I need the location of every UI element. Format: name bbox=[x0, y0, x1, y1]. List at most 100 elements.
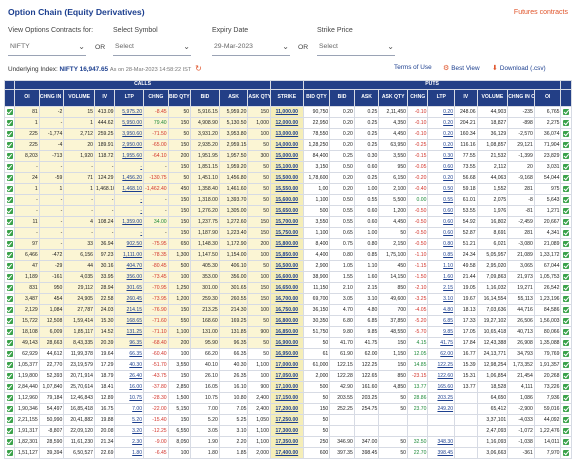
puts-ltp-cell[interactable]: 0.80 bbox=[427, 238, 456, 250]
puts-ltp-cell[interactable]: 0.50 bbox=[427, 183, 456, 195]
calls-ltp-cell[interactable]: 902.50 bbox=[114, 238, 145, 250]
calls-chart-button[interactable] bbox=[3, 128, 16, 140]
puts-chart-button[interactable] bbox=[560, 447, 572, 459]
puts-ltp-cell[interactable]: 0.60 bbox=[427, 227, 456, 239]
puts-chart-button[interactable] bbox=[560, 271, 572, 283]
puts-ltp-cell[interactable]: 41.75 bbox=[427, 337, 456, 349]
puts-chart-button[interactable] bbox=[560, 216, 572, 228]
calls-ltp-cell[interactable]: 1,359.00 bbox=[114, 216, 145, 228]
puts-chart-button[interactable] bbox=[560, 117, 572, 129]
strike-price-cell[interactable]: 17,150.00 bbox=[269, 392, 304, 404]
puts-chart-button[interactable] bbox=[560, 370, 572, 382]
calls-chart-button[interactable] bbox=[3, 403, 16, 415]
calls-chart-button[interactable] bbox=[3, 436, 16, 448]
calls-chart-button[interactable] bbox=[3, 249, 16, 261]
calls-chart-button[interactable] bbox=[3, 205, 16, 217]
puts-chart-button[interactable] bbox=[560, 315, 572, 327]
puts-ltp-cell[interactable]: 3.10 bbox=[427, 293, 456, 305]
strike-price-cell[interactable]: 16,850.00 bbox=[269, 326, 304, 338]
expiry-date-select[interactable]: 29-Mar-2023 ⌄ bbox=[212, 40, 290, 56]
puts-chart-button[interactable] bbox=[560, 293, 572, 305]
calls-chart-button[interactable] bbox=[3, 293, 16, 305]
calls-chart-button[interactable] bbox=[3, 194, 16, 206]
column-header[interactable]: OI bbox=[533, 89, 562, 107]
calls-ltp-cell[interactable]: 131.25 bbox=[114, 326, 145, 338]
puts-chart-button[interactable] bbox=[560, 326, 572, 338]
calls-chart-button[interactable] bbox=[3, 392, 16, 404]
terms-of-use-link[interactable]: Terms of Use bbox=[394, 64, 432, 71]
calls-ltp-cell[interactable]: - bbox=[114, 227, 145, 239]
puts-ltp-cell[interactable]: 4.80 bbox=[427, 304, 456, 316]
calls-chart-button[interactable] bbox=[3, 326, 16, 338]
calls-chart-button[interactable] bbox=[3, 337, 16, 349]
puts-ltp-cell[interactable]: 165.60 bbox=[427, 381, 456, 393]
calls-chart-button[interactable] bbox=[3, 359, 16, 371]
calls-ltp-cell[interactable]: - bbox=[114, 194, 145, 206]
strike-price-cell[interactable]: 17,400.00 bbox=[269, 447, 304, 459]
strike-price-cell[interactable]: 14,000.00 bbox=[269, 139, 304, 151]
calls-ltp-cell[interactable]: 168.65 bbox=[114, 315, 145, 327]
calls-ltp-cell[interactable]: 3,950.60 bbox=[114, 128, 145, 140]
puts-ltp-cell[interactable]: 6.85 bbox=[427, 315, 456, 327]
calls-chart-button[interactable] bbox=[3, 150, 16, 162]
puts-ltp-cell[interactable]: 0.20 bbox=[427, 117, 456, 129]
column-header[interactable]: IV bbox=[454, 89, 478, 107]
puts-ltp-cell[interactable]: 2.15 bbox=[427, 282, 456, 294]
strike-price-select[interactable]: Select ⌄ bbox=[317, 40, 395, 56]
calls-ltp-cell[interactable]: 1,111.00 bbox=[114, 249, 145, 261]
strike-price-cell[interactable]: 17,000.00 bbox=[269, 359, 304, 371]
column-header[interactable]: LTP bbox=[114, 89, 145, 107]
puts-chart-button[interactable] bbox=[560, 183, 572, 195]
strike-price-cell[interactable]: 17,200.00 bbox=[269, 403, 304, 415]
calls-ltp-cell[interactable]: 10.75 bbox=[114, 392, 145, 404]
puts-chart-button[interactable] bbox=[560, 249, 572, 261]
puts-ltp-cell[interactable]: 1.60 bbox=[427, 271, 456, 283]
puts-ltp-cell[interactable]: 1.10 bbox=[427, 260, 456, 272]
calls-ltp-cell[interactable]: 96.35 bbox=[114, 337, 145, 349]
calls-chart-button[interactable] bbox=[3, 216, 16, 228]
futures-contracts-link[interactable]: Futures contracts bbox=[513, 9, 568, 16]
calls-chart-button[interactable] bbox=[3, 238, 16, 250]
puts-ltp-cell[interactable]: 0.60 bbox=[427, 216, 456, 228]
calls-ltp-cell[interactable]: 2,950.00 bbox=[114, 139, 145, 151]
symbol-select[interactable]: Select ⌄ bbox=[113, 40, 191, 56]
strike-price-cell[interactable]: 11,000.00 bbox=[269, 106, 304, 118]
strike-price-cell[interactable]: 15,850.00 bbox=[269, 249, 304, 261]
puts-chart-button[interactable] bbox=[560, 238, 572, 250]
puts-ltp-cell[interactable]: 0.60 bbox=[427, 161, 456, 173]
strike-price-cell[interactable]: 16,900.00 bbox=[269, 337, 304, 349]
strike-price-cell[interactable]: 17,250.00 bbox=[269, 414, 304, 426]
calls-ltp-cell[interactable]: 301.65 bbox=[114, 282, 145, 294]
strike-price-cell[interactable]: 15,000.00 bbox=[269, 150, 304, 162]
puts-ltp-cell[interactable]: 398.45 bbox=[427, 447, 456, 459]
strike-price-cell[interactable]: 15,600.00 bbox=[269, 194, 304, 206]
puts-chart-button[interactable] bbox=[560, 227, 572, 239]
calls-chart-button[interactable] bbox=[3, 161, 16, 173]
calls-chart-button[interactable] bbox=[3, 106, 16, 118]
calls-ltp-cell[interactable]: - bbox=[114, 205, 145, 217]
strike-price-cell[interactable]: 13,000.00 bbox=[269, 128, 304, 140]
strike-price-cell[interactable]: 17,350.00 bbox=[269, 436, 304, 448]
puts-ltp-cell[interactable]: 348.30 bbox=[427, 436, 456, 448]
calls-ltp-cell[interactable]: 1.80 bbox=[114, 447, 145, 459]
strike-price-cell[interactable]: 16,500.00 bbox=[269, 260, 304, 272]
puts-ltp-cell[interactable]: 0.20 bbox=[427, 139, 456, 151]
column-header[interactable]: ASK bbox=[218, 89, 249, 107]
column-header[interactable]: VOLUME bbox=[476, 89, 509, 107]
column-header[interactable]: CHNG IN OI bbox=[38, 89, 65, 107]
strike-price-cell[interactable]: 16,700.00 bbox=[269, 293, 304, 305]
puts-ltp-cell[interactable]: 0.20 bbox=[427, 106, 456, 118]
column-header[interactable]: BID bbox=[190, 89, 220, 107]
puts-chart-button[interactable] bbox=[560, 381, 572, 393]
puts-chart-button[interactable] bbox=[560, 172, 572, 184]
strike-price-cell[interactable]: 15,100.00 bbox=[269, 161, 304, 173]
calls-ltp-cell[interactable]: 5,975.20 bbox=[114, 106, 145, 118]
strike-price-cell[interactable]: 15,550.00 bbox=[269, 183, 304, 195]
puts-chart-button[interactable] bbox=[560, 260, 572, 272]
puts-chart-button[interactable] bbox=[560, 403, 572, 415]
strike-price-cell[interactable]: 15,700.00 bbox=[269, 216, 304, 228]
puts-ltp-cell[interactable]: 122.60 bbox=[427, 370, 456, 382]
strike-price-cell[interactable]: 12,000.00 bbox=[269, 117, 304, 129]
column-header[interactable]: BID QTY bbox=[302, 89, 331, 107]
calls-chart-button[interactable] bbox=[3, 227, 16, 239]
